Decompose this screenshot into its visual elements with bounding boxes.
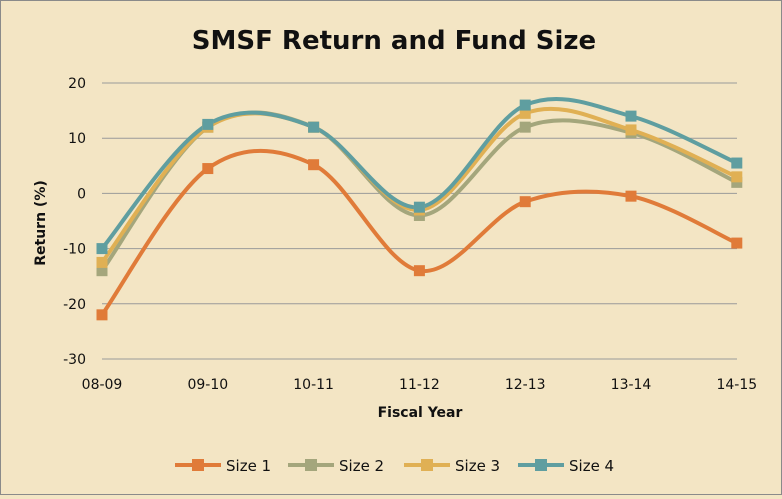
data-point-s4-0 <box>96 243 108 255</box>
data-point-s4-3 <box>413 201 425 213</box>
y-tick-label-5: 20 <box>68 76 86 92</box>
x-tick-labels: 08-09 09-10 10-11 11-12 12-13 13-14 14-15 <box>82 377 757 393</box>
data-point-s1-6 <box>731 237 743 249</box>
legend-label-3: Size 3 <box>455 457 500 475</box>
data-point-s1-3 <box>413 265 425 277</box>
x-tick-label-0: 08-09 <box>82 377 123 393</box>
data-point-s2-6 <box>731 176 743 188</box>
x-tick-label-5: 13-14 <box>611 377 652 393</box>
data-point-s3-5 <box>625 124 637 136</box>
x-tick-label-3: 11-12 <box>399 377 440 393</box>
gridlines <box>102 82 737 360</box>
legend-marker-1 <box>192 459 204 471</box>
y-tick-label-0: -30 <box>63 352 86 368</box>
data-point-s4-1 <box>202 118 214 130</box>
y-tick-label-2: -10 <box>63 242 86 258</box>
data-point-s3-0 <box>96 256 108 268</box>
y-tick-labels: -30 -20 -10 0 10 20 <box>63 76 86 368</box>
chart-title: SMSF Return and Fund Size <box>192 26 596 56</box>
x-tick-label-1: 09-10 <box>187 377 228 393</box>
data-point-s1-1 <box>202 163 214 175</box>
legend-label-2: Size 2 <box>339 457 384 475</box>
y-axis-label: Return (%) <box>33 180 49 266</box>
series-line-1 <box>100 148 739 317</box>
data-markers <box>96 99 743 321</box>
data-point-s1-0 <box>96 309 108 321</box>
y-tick-label-4: 10 <box>68 131 86 147</box>
x-tick-label-2: 10-11 <box>293 377 334 393</box>
data-point-s1-2 <box>308 159 320 171</box>
data-point-s4-4 <box>519 99 531 111</box>
data-point-s2-0 <box>96 265 108 277</box>
y-tick-label-3: 0 <box>77 186 86 202</box>
x-tick-label-6: 14-15 <box>716 377 757 393</box>
data-point-s2-3 <box>413 209 425 221</box>
data-point-s3-4 <box>519 107 531 119</box>
data-point-s4-2 <box>308 121 320 133</box>
legend-label-4: Size 4 <box>569 457 614 475</box>
x-axis-label: Fiscal Year <box>378 405 463 421</box>
data-point-s4-5 <box>625 110 637 122</box>
data-point-s1-4 <box>519 196 531 208</box>
legend-label-1: Size 1 <box>226 457 271 475</box>
data-point-s4-6 <box>731 157 743 169</box>
y-tick-label-1: -20 <box>63 297 86 313</box>
data-point-s3-6 <box>731 171 743 183</box>
legend-marker-2 <box>305 459 317 471</box>
data-point-s2-4 <box>519 121 531 133</box>
data-point-s1-5 <box>625 190 637 202</box>
legend-marker-3 <box>421 459 433 471</box>
legend: Size 1 Size 2 Size 3 Size 4 <box>175 457 614 475</box>
legend-marker-4 <box>535 459 547 471</box>
x-tick-label-4: 12-13 <box>505 377 546 393</box>
series-line-4 <box>100 96 739 251</box>
